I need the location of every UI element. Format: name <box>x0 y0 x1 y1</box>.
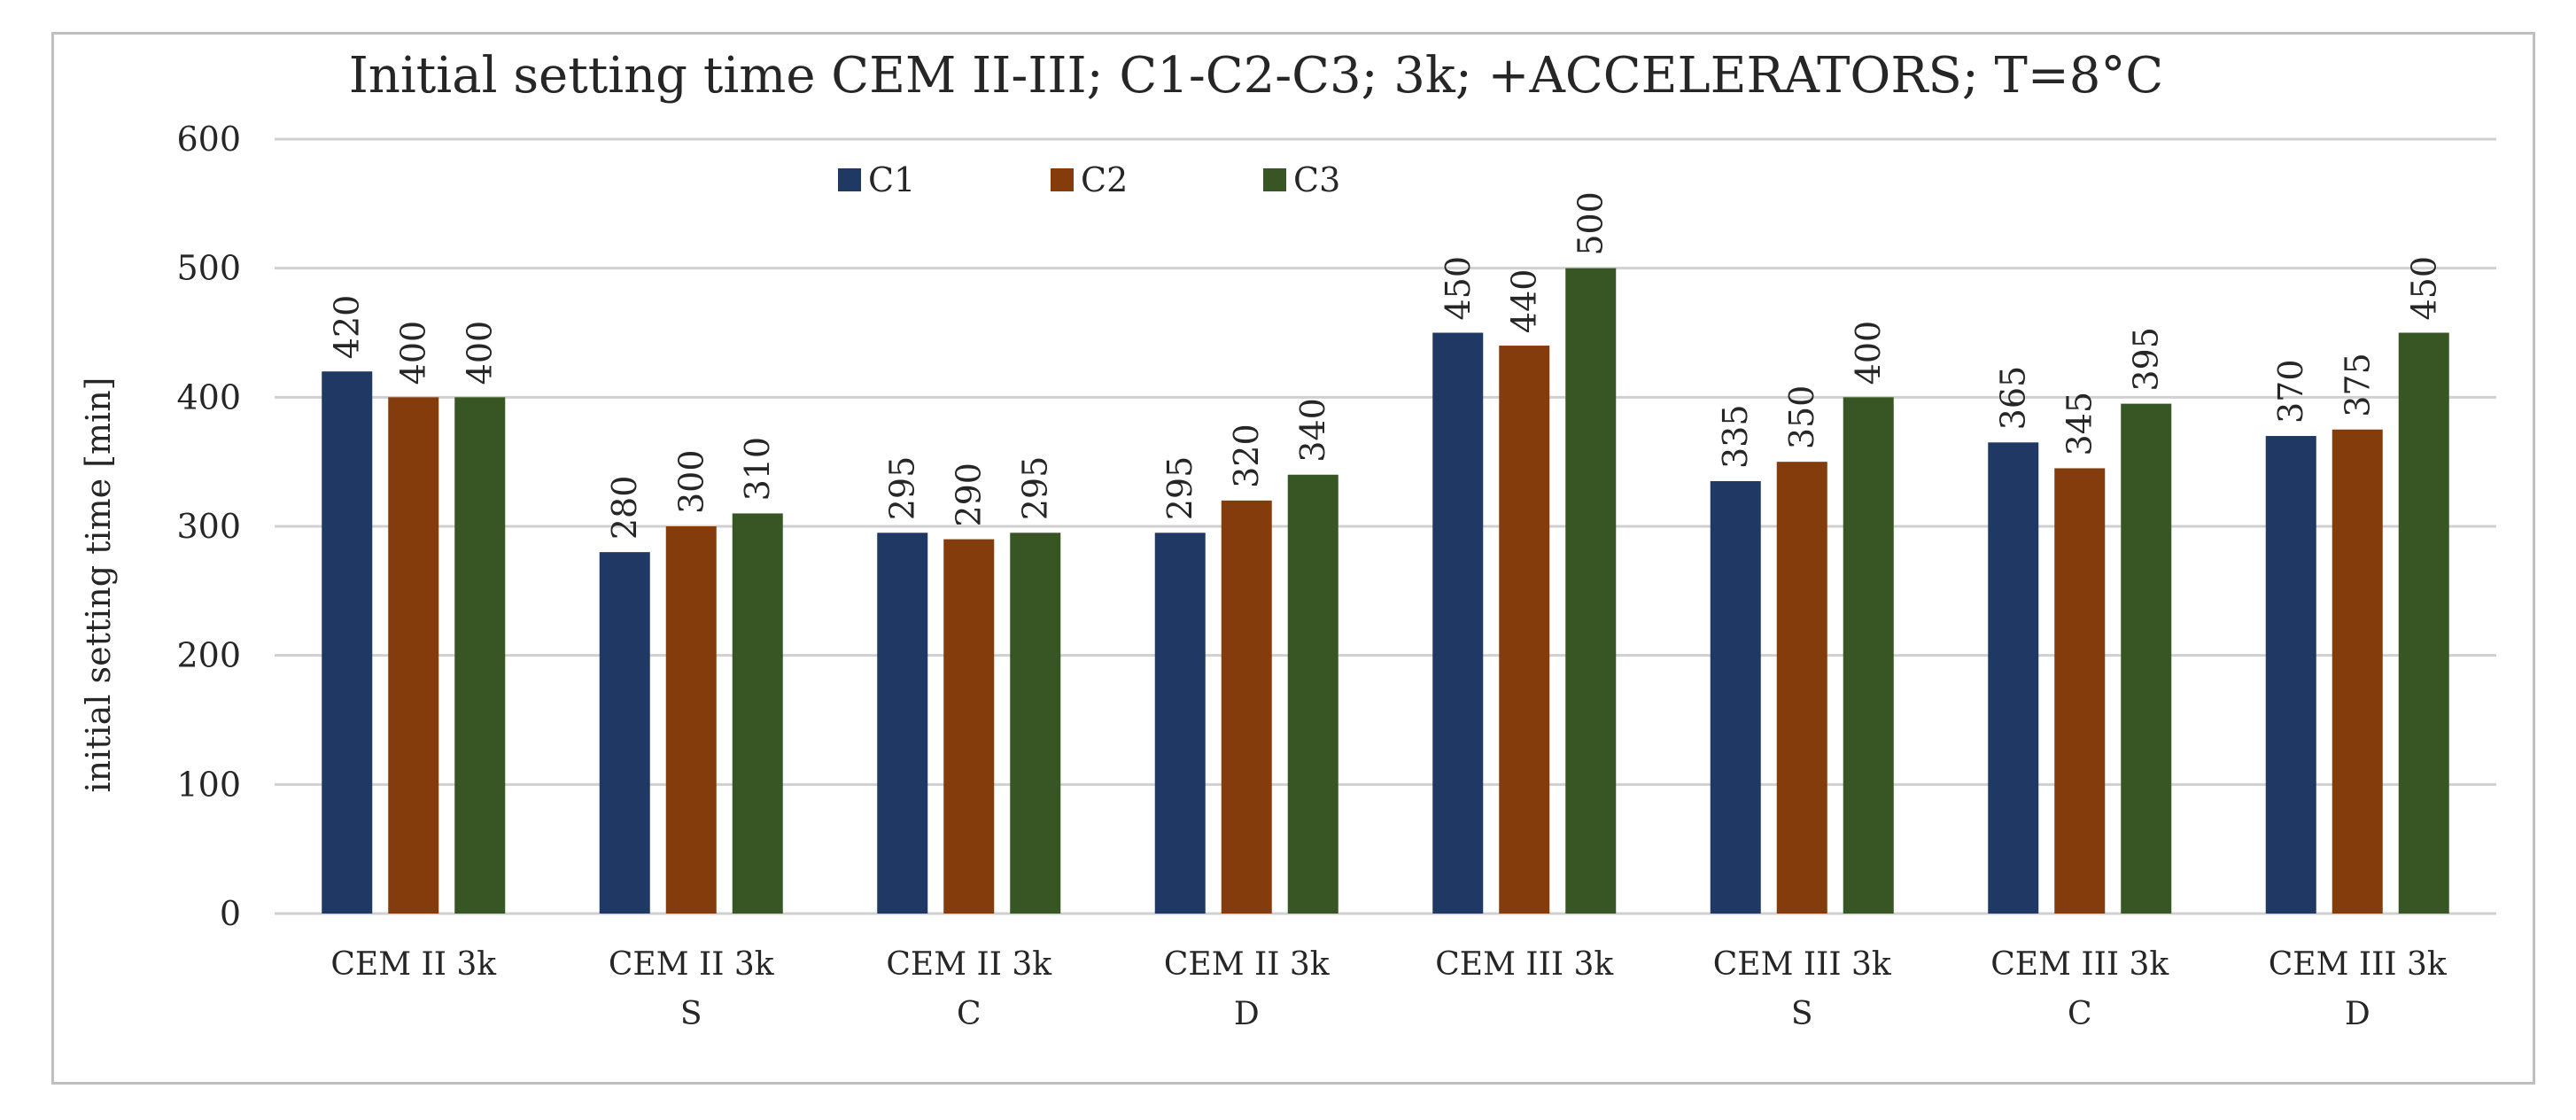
bar-c3 <box>454 397 506 914</box>
data-label: 370 <box>2271 360 2310 424</box>
bar-c1 <box>1154 533 1206 914</box>
bar-c2 <box>1221 500 1272 914</box>
data-label: 500 <box>1571 191 1610 256</box>
data-label: 280 <box>605 476 644 541</box>
data-label: 300 <box>671 449 710 514</box>
data-label: 295 <box>1160 456 1199 521</box>
data-label: 310 <box>738 437 777 502</box>
bar-c1 <box>1710 481 1761 914</box>
data-label: 400 <box>394 321 433 385</box>
bar-c2 <box>2332 429 2383 914</box>
y-tick-label: 0 <box>220 894 241 933</box>
data-label: 290 <box>950 463 989 527</box>
bar-c1 <box>322 371 373 914</box>
data-labels: 420 280 295 295 450 335 365 370 400 300 290 320 440 3… <box>328 191 2444 540</box>
bar-c2 <box>665 526 717 914</box>
data-label: 350 <box>1782 385 1821 450</box>
bar-c1 <box>2265 436 2316 914</box>
legend-swatch-c1 <box>838 168 861 191</box>
bar-c3 <box>2121 403 2172 914</box>
bar-c3 <box>1565 268 1617 914</box>
bar-c2 <box>1499 346 1550 914</box>
bar-c3 <box>1843 397 1894 914</box>
chart-title: Initial setting time CEM II-III; C1-C2-C… <box>349 47 2164 105</box>
y-tick-label: 100 <box>176 765 241 804</box>
data-label: 420 <box>328 295 367 360</box>
bar-c3 <box>2398 332 2449 914</box>
data-label: 400 <box>1849 321 1888 385</box>
bar-c1 <box>599 552 650 914</box>
y-tick-label: 400 <box>176 377 241 416</box>
data-label: 335 <box>1716 404 1755 469</box>
x-axis-categories: CEM II 3k CEM II 3k S CEM II 3k C CEM II 3k D C… <box>330 946 2448 1032</box>
data-label: 340 <box>1293 398 1332 463</box>
data-label: 295 <box>883 456 922 521</box>
data-label: 320 <box>1227 424 1266 488</box>
x-category-label: CEM III 3k C <box>1990 946 2169 1032</box>
x-category-label: CEM II 3k C <box>886 946 1052 1032</box>
data-label: 345 <box>2060 392 2099 456</box>
bar-c1 <box>1432 332 1484 914</box>
y-tick-label: 300 <box>176 507 241 546</box>
y-axis-title: initial setting time [min] <box>79 377 118 793</box>
bar-c1 <box>1988 442 2039 914</box>
data-label: 365 <box>1994 366 2033 431</box>
x-category-label: CEM III 3k S <box>1713 946 1892 1032</box>
y-tick-label: 200 <box>176 636 241 675</box>
legend-label-c2: C2 <box>1081 160 1128 199</box>
x-category-label: CEM II 3k D <box>1164 946 1331 1032</box>
bar-c2 <box>943 539 995 914</box>
legend-label-c3: C3 <box>1293 160 1340 199</box>
x-category-label: CEM III 3k <box>1435 946 1614 983</box>
data-label: 450 <box>2404 256 2443 321</box>
legend-swatch-c3 <box>1263 168 1286 191</box>
y-tick-label: 600 <box>176 120 241 159</box>
legend: C1 C2 C3 <box>838 160 1340 199</box>
bar-c2 <box>1776 462 1827 914</box>
data-label: 375 <box>2338 353 2377 417</box>
data-label: 295 <box>1016 456 1055 521</box>
bar-c3 <box>732 513 783 914</box>
legend-label-c1: C1 <box>868 160 915 199</box>
bar-c1 <box>877 533 928 914</box>
y-tick-label: 500 <box>176 249 241 288</box>
x-category-label: CEM II 3k S <box>609 946 775 1032</box>
data-label: 440 <box>1505 269 1544 334</box>
x-category-label: CEM III 3k D <box>2269 946 2448 1032</box>
bar-c3 <box>1287 474 1338 914</box>
data-label: 400 <box>461 321 500 385</box>
y-axis-ticks: 0 100 200 300 400 500 600 <box>176 120 241 933</box>
x-category-label: CEM II 3k <box>330 946 497 983</box>
bar-c2 <box>388 397 439 914</box>
bars <box>322 268 2449 914</box>
bar-c3 <box>1010 533 1061 914</box>
data-label: 395 <box>2127 327 2166 392</box>
bar-c2 <box>2054 468 2106 914</box>
legend-swatch-c2 <box>1051 168 1074 191</box>
data-label: 450 <box>1439 256 1478 321</box>
